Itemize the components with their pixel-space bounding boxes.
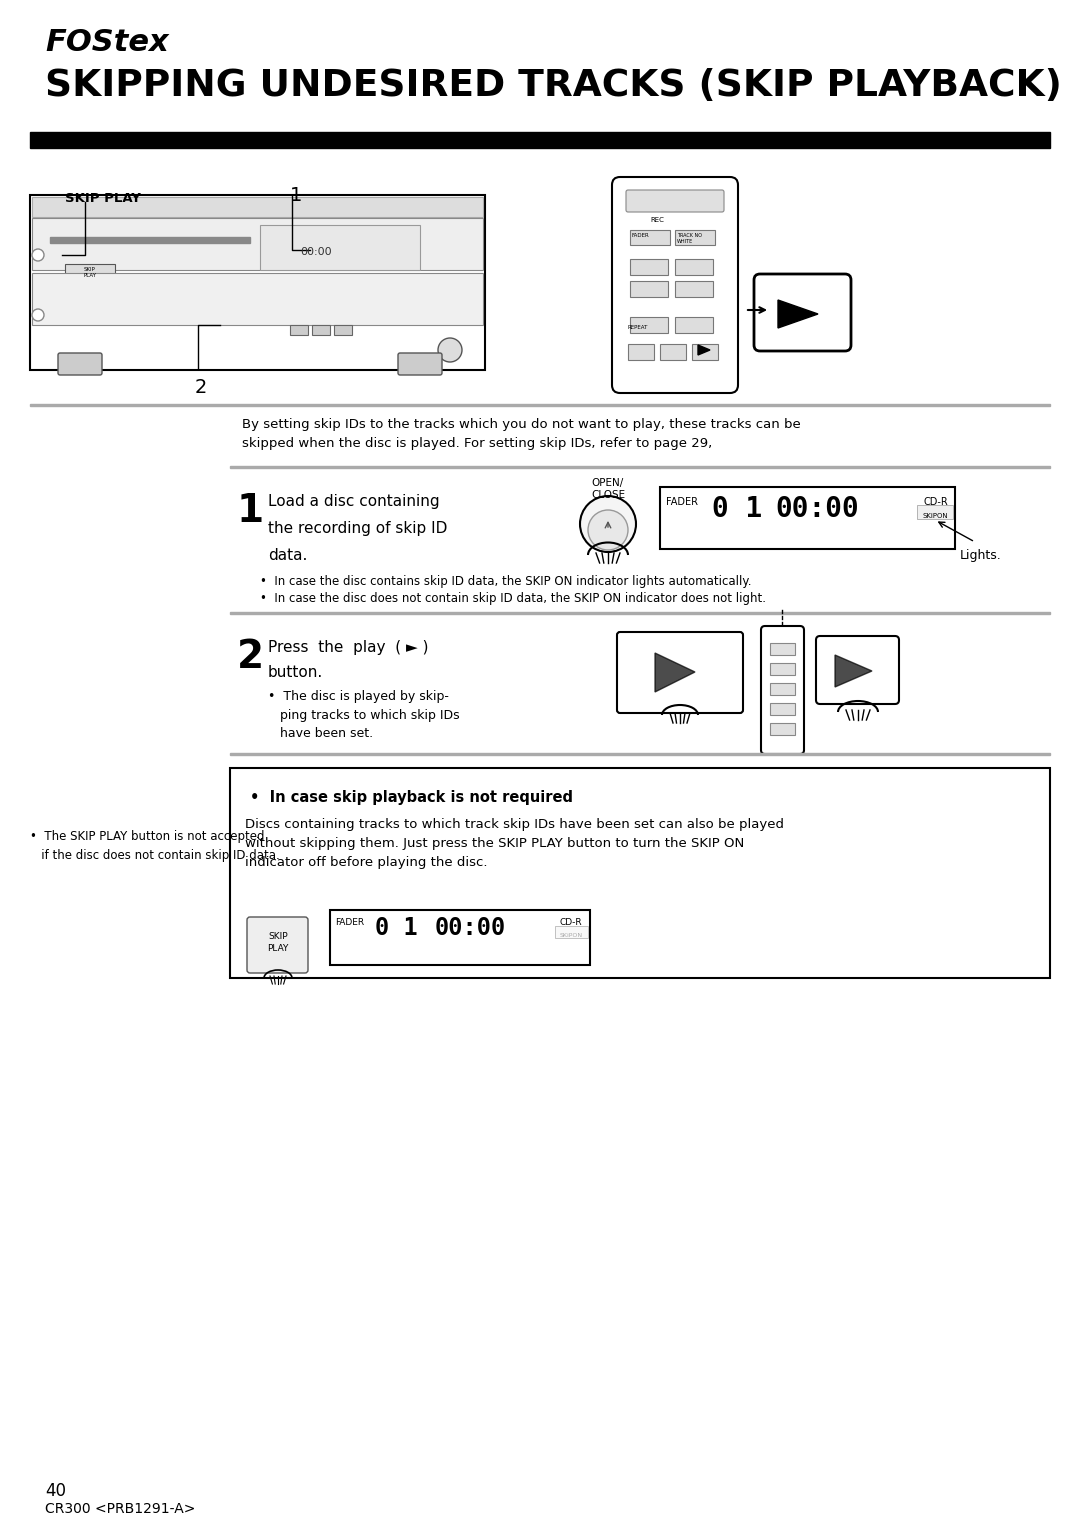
Bar [675, 316, 713, 333]
Bar [334, 325, 352, 335]
Text: Press  the  play  ( ► )
button.: Press the play ( ► ) button. [268, 640, 429, 680]
Bar [630, 231, 670, 244]
Text: 2: 2 [237, 639, 265, 675]
Bar [675, 260, 713, 275]
Bar [660, 487, 955, 549]
Bar [770, 723, 795, 735]
Bar [230, 613, 1050, 614]
Bar [770, 703, 795, 715]
Text: REPEAT: REPEAT [627, 325, 648, 330]
FancyBboxPatch shape [247, 917, 308, 973]
Bar [30, 403, 1050, 406]
Text: Load a disc containing
the recording of skip ID
data.: Load a disc containing the recording of … [268, 494, 447, 562]
Bar [770, 683, 795, 695]
Circle shape [588, 510, 627, 550]
Text: CD-R: CD-R [923, 497, 948, 507]
Bar [32, 197, 483, 217]
Bar [32, 219, 483, 270]
Bar [230, 753, 1050, 755]
Bar [917, 504, 953, 520]
Polygon shape [654, 652, 696, 692]
Polygon shape [698, 345, 710, 354]
FancyBboxPatch shape [617, 633, 743, 714]
Text: SKiPON: SKiPON [559, 934, 582, 938]
Bar [30, 131, 1050, 148]
Text: SKiPON: SKiPON [922, 513, 948, 520]
Text: REC: REC [650, 217, 664, 223]
Circle shape [32, 249, 44, 261]
Bar [260, 225, 420, 270]
Text: 40: 40 [45, 1482, 66, 1500]
Bar [555, 926, 588, 938]
Text: Lights.: Lights. [960, 549, 1002, 562]
Bar [330, 911, 590, 966]
Text: SKIP
PLAY: SKIP PLAY [83, 267, 96, 278]
Bar [65, 264, 114, 278]
Text: 00:00: 00:00 [775, 495, 859, 523]
Text: OPEN/
CLOSE: OPEN/ CLOSE [591, 478, 625, 500]
Text: •  The SKIP PLAY button is not accepted
   if the disc does not contain skip ID : • The SKIP PLAY button is not accepted i… [30, 830, 280, 862]
Text: SKIP
PLAY: SKIP PLAY [268, 932, 288, 953]
Bar [230, 769, 1050, 978]
Text: 00:00: 00:00 [435, 915, 507, 940]
Bar [55, 287, 69, 299]
Text: FADER: FADER [666, 497, 698, 507]
Text: FADER: FADER [632, 232, 650, 238]
Polygon shape [835, 656, 872, 688]
Bar [312, 325, 330, 335]
Circle shape [580, 497, 636, 552]
FancyBboxPatch shape [612, 177, 738, 393]
Circle shape [32, 309, 44, 321]
Text: •  The disc is played by skip-
   ping tracks to which skip IDs
   have been set: • The disc is played by skip- ping track… [268, 691, 460, 740]
Text: CR300 <PRB1291-A>: CR300 <PRB1291-A> [45, 1502, 195, 1516]
Text: •  In case the disc contains skip ID data, the SKIP ON indicator lights automati: • In case the disc contains skip ID data… [260, 575, 752, 588]
Bar [692, 344, 718, 361]
Bar [30, 196, 485, 370]
Circle shape [438, 338, 462, 362]
Bar [630, 281, 669, 296]
Bar [660, 344, 686, 361]
Bar [627, 344, 654, 361]
Bar [230, 466, 1050, 468]
Text: SKIP PLAY: SKIP PLAY [65, 193, 140, 205]
Text: •  In case skip playback is not required: • In case skip playback is not required [249, 790, 573, 805]
Bar [630, 316, 669, 333]
Text: Discs containing tracks to which track skip IDs have been set can also be played: Discs containing tracks to which track s… [245, 817, 784, 869]
Bar [109, 287, 123, 299]
FancyBboxPatch shape [761, 626, 804, 753]
Text: 2: 2 [195, 377, 207, 397]
FancyBboxPatch shape [626, 189, 724, 212]
Bar [91, 287, 105, 299]
Text: FADER: FADER [335, 918, 364, 927]
Bar [770, 663, 795, 675]
Text: FOStex: FOStex [45, 28, 168, 57]
Polygon shape [778, 299, 818, 329]
Text: CD-R: CD-R [561, 918, 582, 927]
FancyBboxPatch shape [399, 353, 442, 374]
Text: 00:00: 00:00 [300, 248, 332, 257]
Text: 0 1: 0 1 [375, 915, 418, 940]
Text: TRACK NO
WHITE: TRACK NO WHITE [677, 232, 702, 244]
FancyBboxPatch shape [58, 353, 102, 374]
FancyBboxPatch shape [754, 274, 851, 351]
Text: 0 1: 0 1 [712, 495, 762, 523]
Bar [291, 325, 308, 335]
Bar [32, 274, 483, 325]
FancyBboxPatch shape [816, 636, 899, 704]
Text: By setting skip IDs to the tracks which you do not want to play, these tracks ca: By setting skip IDs to the tracks which … [242, 419, 800, 451]
Bar [675, 281, 713, 296]
Bar [675, 231, 715, 244]
Bar [630, 260, 669, 275]
Text: 1: 1 [237, 492, 265, 530]
Text: SKIPPING UNDESIRED TRACKS (SKIP PLAYBACK): SKIPPING UNDESIRED TRACKS (SKIP PLAYBACK… [45, 69, 1062, 104]
Bar [50, 237, 249, 243]
Bar [770, 643, 795, 656]
Circle shape [191, 280, 219, 307]
Text: •  In case the disc does not contain skip ID data, the SKIP ON indicator does no: • In case the disc does not contain skip… [260, 591, 766, 605]
Bar [73, 287, 87, 299]
Text: 1: 1 [291, 186, 302, 205]
